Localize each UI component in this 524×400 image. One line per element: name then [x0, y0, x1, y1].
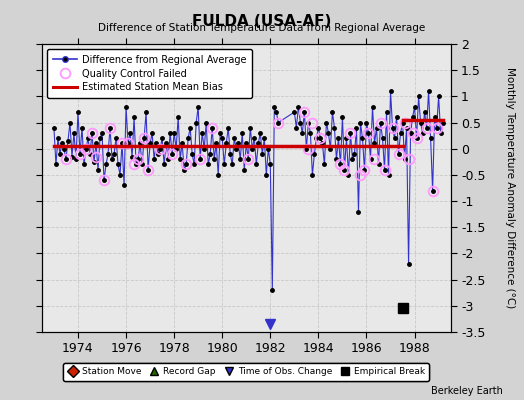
Y-axis label: Monthly Temperature Anomaly Difference (°C): Monthly Temperature Anomaly Difference (… [505, 67, 515, 309]
Legend: Station Move, Record Gap, Time of Obs. Change, Empirical Break: Station Move, Record Gap, Time of Obs. C… [63, 363, 429, 381]
Text: FULDA (USA-AF): FULDA (USA-AF) [192, 14, 332, 29]
Text: Difference of Station Temperature Data from Regional Average: Difference of Station Temperature Data f… [99, 23, 425, 33]
Text: Berkeley Earth: Berkeley Earth [431, 386, 503, 396]
